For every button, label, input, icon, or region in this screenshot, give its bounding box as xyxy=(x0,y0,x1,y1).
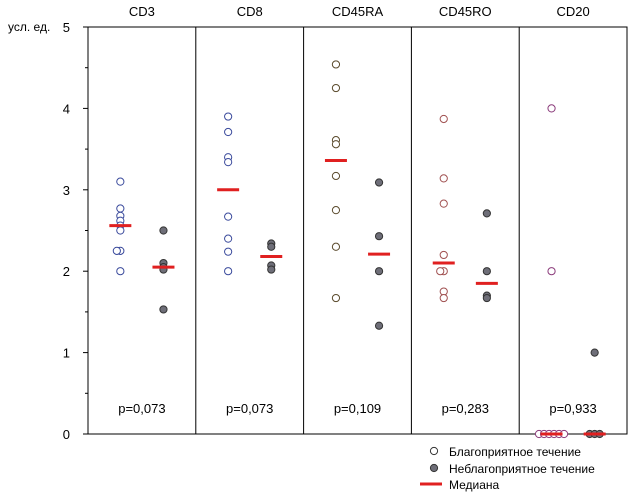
point-favorable xyxy=(116,204,125,213)
point-unfavorable xyxy=(482,209,491,218)
group-title-cd8: CD8 xyxy=(237,4,263,19)
point-unfavorable xyxy=(267,265,276,274)
legend-label-unfavorable: Неблагоприятное течение xyxy=(449,462,595,476)
p-value-cd20: p=0,933 xyxy=(549,401,596,416)
point-favorable xyxy=(439,114,448,124)
p-value-cd8: p=0,073 xyxy=(226,401,273,416)
point-favorable xyxy=(112,246,121,255)
point-unfavorable xyxy=(267,242,276,251)
point-favorable xyxy=(439,174,448,183)
legend-label-favorable: Благоприятное течение xyxy=(449,445,581,459)
point-unfavorable xyxy=(374,267,384,276)
point-favorable xyxy=(547,267,556,276)
group-title-cd20: CD20 xyxy=(556,4,589,19)
p-value-cd45ra: p=0,109 xyxy=(334,401,381,416)
data-points xyxy=(112,60,604,439)
plot-frame xyxy=(87,26,628,435)
point-favorable xyxy=(116,267,125,276)
point-favorable xyxy=(224,247,233,256)
point-favorable xyxy=(439,199,448,208)
point-unfavorable xyxy=(590,348,599,357)
point-unfavorable xyxy=(482,293,491,303)
point-favorable xyxy=(224,158,233,167)
point-favorable xyxy=(439,293,448,303)
group-title-cd45ra: CD45RA xyxy=(332,4,384,19)
p-value-cd3: p=0,073 xyxy=(118,401,165,416)
point-favorable xyxy=(224,234,233,243)
point-favorable xyxy=(331,83,341,93)
y-tick-label: 2 xyxy=(63,264,70,279)
y-axis-label: усл. ед. xyxy=(8,20,50,34)
legend-label-median: Медиана xyxy=(449,478,500,492)
point-favorable xyxy=(116,226,125,235)
point-unfavorable xyxy=(374,232,384,241)
y-axis: 0 1 2 3 4 5 усл. ед. xyxy=(8,20,88,442)
point-favorable xyxy=(224,267,233,276)
plot-border xyxy=(87,26,628,435)
y-tick-label: 3 xyxy=(63,183,70,198)
point-favorable xyxy=(331,242,341,251)
point-favorable xyxy=(224,212,233,221)
point-unfavorable xyxy=(374,321,384,330)
legend-marker-favorable xyxy=(429,446,439,456)
point-unfavorable xyxy=(159,226,168,235)
y-tick-label: 4 xyxy=(63,101,70,116)
group-headers: CD3 CD8 CD45RA CD45RO CD20 xyxy=(129,4,590,19)
y-tick-label: 1 xyxy=(63,346,70,361)
p-value-cd45ro: p=0,283 xyxy=(442,401,489,416)
point-favorable xyxy=(331,293,341,303)
point-unfavorable xyxy=(482,267,491,276)
point-favorable xyxy=(116,177,125,186)
point-favorable xyxy=(439,250,448,260)
point-favorable xyxy=(331,206,341,215)
median-lines xyxy=(109,158,606,436)
group-title-cd45ro: CD45RO xyxy=(439,4,492,19)
point-favorable xyxy=(331,140,341,149)
point-unfavorable xyxy=(374,178,384,187)
point-favorable xyxy=(547,104,556,113)
point-unfavorable xyxy=(159,305,168,314)
point-favorable xyxy=(224,127,233,137)
point-favorable xyxy=(331,60,341,69)
legend: Благоприятное течение Неблагоприятное теч… xyxy=(420,445,595,492)
p-values: p=0,073 p=0,073 p=0,109 p=0,283 p=0,933 xyxy=(118,401,597,416)
legend-marker-unfavorable xyxy=(429,463,439,473)
group-title-cd3: CD3 xyxy=(129,4,155,19)
point-favorable xyxy=(436,267,445,276)
point-favorable xyxy=(331,171,341,181)
point-favorable xyxy=(224,112,233,121)
y-tick-label: 5 xyxy=(63,20,70,35)
y-tick-label: 0 xyxy=(63,427,70,442)
